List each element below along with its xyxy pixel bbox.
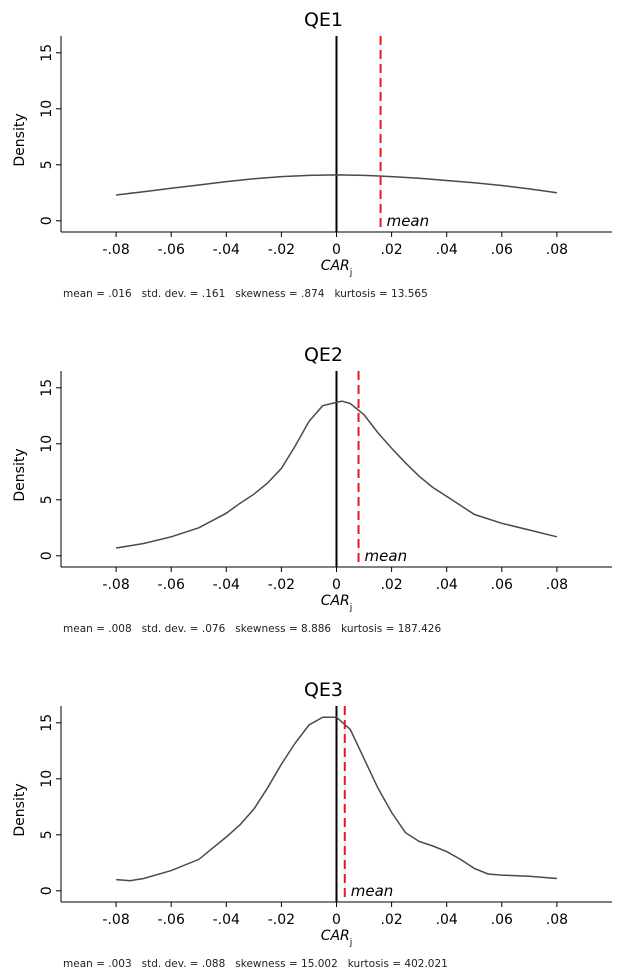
chart-title: QE3 <box>304 679 343 701</box>
y-tick-label: 15 <box>39 379 55 397</box>
summary-stats: mean = .003 std. dev. = .088 skewness = … <box>63 958 448 970</box>
y-tick-label: 5 <box>39 830 55 839</box>
chart-panel-2: QE2 0 5 10 15 Density -.08 -.06 -.04 -.02 0 .02 .04.… <box>12 344 612 635</box>
y-tick-label: 15 <box>39 714 55 732</box>
x-tick-label: .04 <box>436 912 458 928</box>
x-tick-label: .04 <box>436 242 458 258</box>
x-tick-label: -.02 <box>268 577 295 593</box>
chart-panel-3: QE3 0 5 10 15 Density -.08 -.06 -.04 -.02 0 .02 .04.… <box>12 679 612 970</box>
y-tick-label: 10 <box>39 770 55 788</box>
y-tick-label: 0 <box>39 886 55 895</box>
x-tick-label: -.02 <box>268 242 295 258</box>
mean-label: mean <box>387 212 430 230</box>
chart-title: QE1 <box>304 9 343 31</box>
x-tick-label: .06 <box>491 577 513 593</box>
x-tick-label: .02 <box>380 912 402 928</box>
x-tick-label: -.04 <box>213 912 240 928</box>
y-tick-label: 0 <box>39 216 55 225</box>
x-tick-label: 0 <box>332 242 341 258</box>
summary-stats: mean = .008 std. dev. = .076 skewness = … <box>63 623 441 635</box>
x-tick-label: -.04 <box>213 242 240 258</box>
x-tick-label: .06 <box>491 242 513 258</box>
x-tick-label: .08 <box>546 577 568 593</box>
x-axis-label: CARj <box>321 928 353 948</box>
density-curve <box>116 716 557 882</box>
x-tick-label: .04 <box>436 577 458 593</box>
mean-label: mean <box>351 882 394 900</box>
y-tick-label: 10 <box>39 435 55 453</box>
y-axis-label: Density <box>12 448 28 501</box>
x-axis-label-main: CAR <box>321 258 350 274</box>
x-tick-label: .02 <box>380 242 402 258</box>
chart-title: QE2 <box>304 344 343 366</box>
x-axis-label-sub: j <box>349 603 353 613</box>
density-curve <box>115 400 558 549</box>
y-tick-label: 10 <box>39 100 55 118</box>
x-axis-label: CARj <box>321 258 353 278</box>
x-tick-label: -.06 <box>158 242 185 258</box>
summary-stats: mean = .016 std. dev. = .161 skewness = … <box>63 288 428 300</box>
density-curve <box>116 174 558 196</box>
x-tick-label: -.06 <box>158 912 185 928</box>
y-tick-label: 15 <box>39 44 55 62</box>
x-tick-label: .02 <box>380 577 402 593</box>
x-tick-label: -.02 <box>268 912 295 928</box>
x-axis-label-main: CAR <box>321 928 350 944</box>
x-tick-label: 0 <box>332 912 341 928</box>
y-axis-label: Density <box>12 113 28 166</box>
x-axis-label-main: CAR <box>321 593 350 609</box>
chart-panel-1: QE1 0 5 10 15 Density -.08 -.06 -.04 -.02 0 .02 .04.… <box>12 9 612 300</box>
x-tick-label: .06 <box>491 912 513 928</box>
x-axis-label-sub: j <box>349 938 353 948</box>
x-tick-label: 0 <box>332 577 341 593</box>
x-tick-label: -.06 <box>158 577 185 593</box>
x-tick-label: .08 <box>546 242 568 258</box>
x-tick-label: -.08 <box>102 242 129 258</box>
y-tick-label: 5 <box>39 495 55 504</box>
x-axis-label-sub: j <box>349 268 353 278</box>
mean-label: mean <box>365 547 408 565</box>
y-tick-label: 5 <box>39 160 55 169</box>
x-tick-label: -.08 <box>102 577 129 593</box>
x-tick-label: -.08 <box>102 912 129 928</box>
x-axis-label: CARj <box>321 593 353 613</box>
x-tick-label: .08 <box>546 912 568 928</box>
x-tick-label: -.04 <box>213 577 240 593</box>
y-tick-label: 0 <box>39 551 55 560</box>
y-axis-label: Density <box>12 783 28 836</box>
